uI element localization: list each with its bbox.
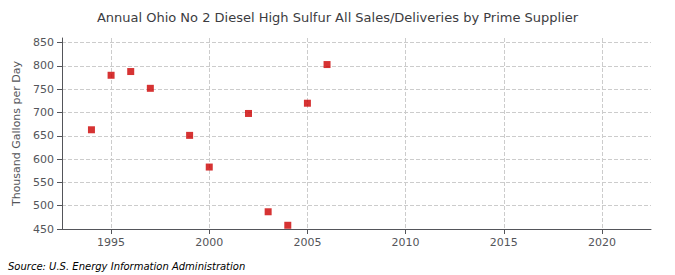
svg-text:2000: 2000 xyxy=(195,236,223,249)
svg-text:1995: 1995 xyxy=(97,236,125,249)
svg-text:800: 800 xyxy=(33,59,54,72)
svg-text:Source: U.S. Energy Informatio: Source: U.S. Energy Information Administ… xyxy=(8,261,245,272)
svg-text:2010: 2010 xyxy=(392,236,420,249)
svg-text:2005: 2005 xyxy=(293,236,321,249)
svg-text:550: 550 xyxy=(33,176,54,189)
svg-text:850: 850 xyxy=(33,36,54,49)
svg-text:Thousand Gallons per Day: Thousand Gallons per Day xyxy=(10,60,23,207)
svg-text:700: 700 xyxy=(33,106,54,119)
svg-text:2015: 2015 xyxy=(490,236,518,249)
svg-text:750: 750 xyxy=(33,83,54,96)
svg-text:2020: 2020 xyxy=(588,236,616,249)
svg-text:600: 600 xyxy=(33,153,54,166)
svg-text:500: 500 xyxy=(33,199,54,212)
svg-text:450: 450 xyxy=(33,223,54,236)
svg-text:Annual Ohio No 2 Diesel High S: Annual Ohio No 2 Diesel High Sulfur All … xyxy=(97,10,579,25)
svg-text:650: 650 xyxy=(33,129,54,142)
